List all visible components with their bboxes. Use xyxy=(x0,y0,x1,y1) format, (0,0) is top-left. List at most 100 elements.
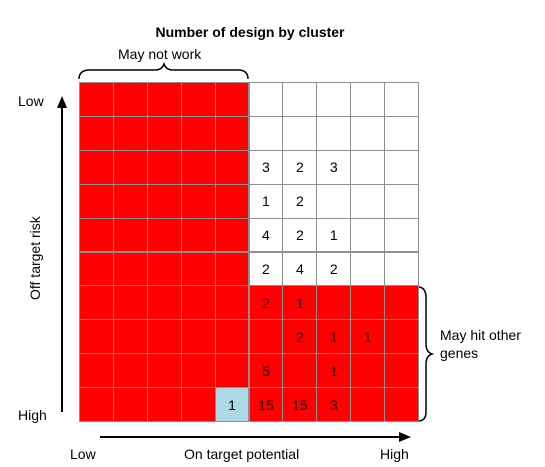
grid-cell-r0-c5 xyxy=(248,82,284,117)
grid-cell-r5-c7: 2 xyxy=(316,251,352,287)
grid-cell-r6-c6: 1 xyxy=(282,285,318,321)
grid-cell-r1-c2 xyxy=(146,115,182,151)
grid-cell-r0-c1 xyxy=(112,82,148,117)
grid-cell-r1-c4 xyxy=(214,115,250,151)
grid-cell-r3-c4 xyxy=(214,183,250,219)
grid-cell-r2-c8 xyxy=(350,149,386,185)
right-brace-label-line2: genes xyxy=(440,345,479,361)
grid-cell-r5-c3 xyxy=(180,251,216,287)
grid-cell-r7-c9 xyxy=(384,319,419,355)
grid-cell-r2-c0 xyxy=(79,149,114,185)
grid-cell-r7-c6: 2 xyxy=(282,319,318,355)
grid-cell-r7-c3 xyxy=(180,319,216,355)
grid-cell-r6-c9 xyxy=(384,285,419,321)
grid-cell-r3-c5: 1 xyxy=(248,183,284,219)
grid-cell-r7-c7: 1 xyxy=(316,319,352,355)
grid-cell-r6-c8 xyxy=(350,285,386,321)
grid-cell-r4-c2 xyxy=(146,217,182,253)
grid-cell-r9-c3 xyxy=(180,387,216,422)
x-axis-title: On target potential xyxy=(184,446,300,462)
grid-cell-r9-c4: 1 xyxy=(214,387,250,422)
grid-cell-r2-c2 xyxy=(146,149,182,185)
grid-cell-r5-c8 xyxy=(350,251,386,287)
right-brace xyxy=(417,286,435,422)
grid-cell-r0-c7 xyxy=(316,82,352,117)
grid-cell-r4-c3 xyxy=(180,217,216,253)
grid-cell-r4-c8 xyxy=(350,217,386,253)
grid-cell-r0-c4 xyxy=(214,82,250,117)
grid-cell-r5-c2 xyxy=(146,251,182,287)
grid-cell-r8-c0 xyxy=(79,353,114,389)
grid-cell-r6-c2 xyxy=(146,285,182,321)
grid-cell-r2-c3 xyxy=(180,149,216,185)
grid-cell-r9-c8 xyxy=(350,387,386,422)
grid-cell-r2-c4 xyxy=(214,149,250,185)
grid-cell-r3-c8 xyxy=(350,183,386,219)
x-axis-high-label: High xyxy=(380,446,409,462)
grid-cell-r0-c2 xyxy=(146,82,182,117)
grid-cell-r9-c6: 15 xyxy=(282,387,318,422)
grid-cell-r8-c5: 5 xyxy=(248,353,284,389)
grid-cell-r7-c0 xyxy=(79,319,114,355)
grid-cell-r7-c2 xyxy=(146,319,182,355)
grid-cell-r6-c4 xyxy=(214,285,250,321)
y-axis-high-label: High xyxy=(18,407,47,423)
grid-cell-r6-c0 xyxy=(79,285,114,321)
grid-cell-r1-c3 xyxy=(180,115,216,151)
diagram-title: Number of design by cluster xyxy=(155,24,345,40)
grid-cell-r0-c3 xyxy=(180,82,216,117)
grid-cell-r2-c6: 2 xyxy=(282,149,318,185)
grid-cell-r7-c1 xyxy=(112,319,148,355)
grid-cell-r1-c9 xyxy=(384,115,419,151)
top-brace xyxy=(78,61,249,80)
grid-cell-r2-c7: 3 xyxy=(316,149,352,185)
y-axis-low-label: Low xyxy=(18,93,44,109)
grid-cell-r3-c0 xyxy=(79,183,114,219)
grid-cell-r9-c7: 3 xyxy=(316,387,352,422)
grid-cell-r7-c4 xyxy=(214,319,250,355)
grid-cell-r5-c6: 4 xyxy=(282,251,318,287)
grid-cell-r4-c5: 4 xyxy=(248,217,284,253)
grid-cell-r0-c0 xyxy=(79,82,114,117)
right-brace-label-line1: May hit other xyxy=(440,327,521,343)
grid-cell-r8-c3 xyxy=(180,353,216,389)
grid-cell-r4-c9 xyxy=(384,217,419,253)
grid-cell-r5-c4 xyxy=(214,251,250,287)
grid-cell-r3-c1 xyxy=(112,183,148,219)
grid-cell-r0-c9 xyxy=(384,82,419,117)
x-axis-low-label: Low xyxy=(70,446,96,462)
grid-cell-r5-c5: 2 xyxy=(248,251,284,287)
grid-cell-r9-c9 xyxy=(384,387,419,422)
grid-cell-r8-c9 xyxy=(384,353,419,389)
grid-cell-r4-c0 xyxy=(79,217,114,253)
grid-cell-r7-c8: 1 xyxy=(350,319,386,355)
grid-cell-r8-c2 xyxy=(146,353,182,389)
grid-cell-r3-c6: 2 xyxy=(282,183,318,219)
grid-cell-r5-c1 xyxy=(112,251,148,287)
grid-cell-r2-c1 xyxy=(112,149,148,185)
top-brace-label: May not work xyxy=(118,46,202,62)
grid-cell-r0-c8 xyxy=(350,82,386,117)
grid-cell-r9-c2 xyxy=(146,387,182,422)
x-axis-arrowhead xyxy=(399,432,411,442)
grid-cell-r3-c9 xyxy=(384,183,419,219)
grid-cell-r6-c3 xyxy=(180,285,216,321)
grid-cell-r1-c8 xyxy=(350,115,386,151)
grid-cell-r8-c6 xyxy=(282,353,318,389)
grid-cell-r3-c3 xyxy=(180,183,216,219)
grid-cell-r3-c7 xyxy=(316,183,352,219)
grid-cell-r5-c9 xyxy=(384,251,419,287)
grid-cell-r4-c4 xyxy=(214,217,250,253)
grid-cell-r4-c1 xyxy=(112,217,148,253)
y-axis-arrowhead xyxy=(57,96,67,108)
grid-cell-r3-c2 xyxy=(146,183,182,219)
grid-cell-r1-c7 xyxy=(316,115,352,151)
grid-cell-r7-c5 xyxy=(248,319,284,355)
grid-cell-r6-c1 xyxy=(112,285,148,321)
y-axis-title: Off target risk xyxy=(27,216,43,300)
grid-cell-r2-c5: 3 xyxy=(248,149,284,185)
grid-cell-r1-c6 xyxy=(282,115,318,151)
grid-cell-r1-c0 xyxy=(79,115,114,151)
